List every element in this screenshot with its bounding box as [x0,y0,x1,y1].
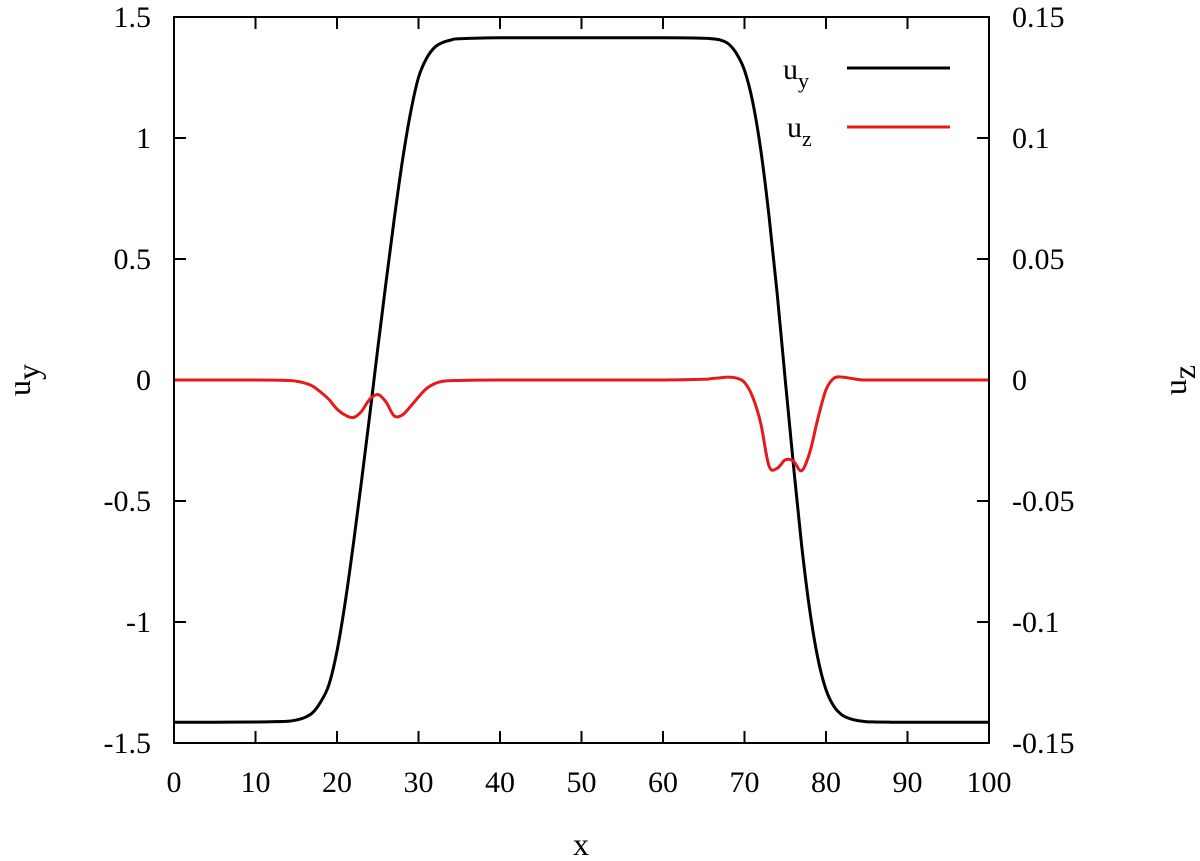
x-axis-label: x [573,826,589,861]
plot-frame [173,16,990,744]
x-tick-label: 50 [567,766,597,799]
series-line-uy [173,36,989,724]
y-left-axis-label-sub: y [10,364,46,380]
x-tick-label: 0 [167,766,182,799]
y-right-axis-label-sub: z [1166,365,1200,379]
x-tick-label: 90 [893,766,923,799]
y-left-tick-label: -0.5 [104,485,152,518]
y-left-tick-label: 1 [136,122,151,155]
series-layer [173,36,989,724]
x-tick-label: 10 [241,766,271,799]
y-left-tick-label: 0 [136,364,151,397]
series-line-uz [173,375,989,473]
x-tick-label: 30 [404,766,434,799]
y-right-tick-label: 0.1 [1012,122,1050,155]
legend-label-uy-main: u [783,53,798,86]
x-tick-label: 100 [967,766,1012,799]
legend-label-uz-main: u [787,111,802,144]
legend-label-uz: uz [787,111,812,151]
y-left-tick-label: 0.5 [114,243,152,276]
y-right-axis-label-main: u [1157,379,1193,395]
y-left-tick-label: -1.5 [104,727,152,760]
legend: uy uz [783,53,950,151]
legend-label-uy-sub: y [798,68,809,93]
y-right-tick-label: 0.05 [1012,243,1065,276]
x-tick-label: 60 [648,766,678,799]
x-tick-label: 20 [322,766,352,799]
legend-label-uy: uy [783,53,809,93]
y-right-tick-label: 0 [1012,364,1027,397]
x-tick-label: 70 [730,766,760,799]
legend-label-uz-sub: z [802,126,812,151]
y-right-tick-label: -0.05 [1012,485,1075,518]
y-left-tick-label: 1.5 [114,1,152,34]
labels-layer: 0 10 20 30 40 50 60 70 80 90 100 -1.5 -1 -0.5 0 0.5 1 1.5… [104,1,1075,799]
y-left-tick-label: -1 [126,606,151,639]
y-right-tick-label: 0.15 [1012,1,1065,34]
x-tick-label: 80 [811,766,841,799]
y-right-tick-label: -0.1 [1012,606,1060,639]
y-left-axis-label: uy [1,364,46,396]
y-right-tick-label: -0.15 [1012,727,1075,760]
y-right-axis-label: uz [1157,365,1200,395]
y-left-axis-label-main: u [1,380,37,396]
x-tick-label: 40 [485,766,515,799]
